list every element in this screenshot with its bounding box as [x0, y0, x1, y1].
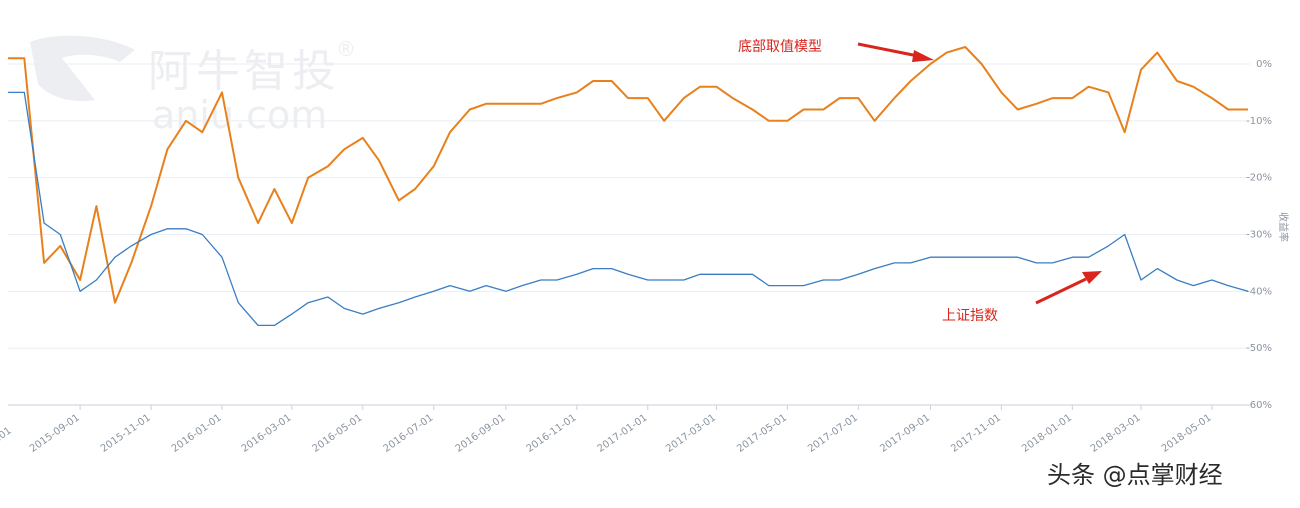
- x-tick-label: 2018-01-01: [1020, 412, 1074, 454]
- y-tick-label: -40%: [1246, 286, 1272, 297]
- y-tick-label: -10%: [1246, 116, 1272, 127]
- y-tick-label: -50%: [1246, 343, 1272, 354]
- series-line-index: [8, 91, 1249, 327]
- arrow-to-model: [857, 42, 919, 58]
- series-lines: [8, 46, 1249, 327]
- annotation-model: 底部取值模型: [738, 39, 822, 55]
- watermark-brand: 阿牛智投: [148, 46, 340, 97]
- annotations: 底部取值模型 上证指数: [738, 39, 1102, 324]
- watermark-site: aniu.com: [152, 93, 327, 137]
- x-tick-label: 2017-07-01: [806, 412, 860, 454]
- x-tick-label: 201: [0, 425, 14, 445]
- series-line-model: [8, 46, 1248, 304]
- arrow-to-index: [1035, 277, 1087, 305]
- x-axis: 201 2015-09-01 2015-11-01 2016-01-01 2016-03…: [0, 404, 1250, 455]
- x-tick-label: 2017-09-01: [878, 412, 932, 454]
- x-tick-label: 2018-03-01: [1089, 412, 1143, 454]
- x-tick-label: 2015-09-01: [28, 412, 82, 454]
- annotation-index: 上证指数: [942, 308, 998, 324]
- x-tick-label: 2017-11-01: [949, 412, 1003, 454]
- x-tick-label: 2016-07-01: [382, 412, 436, 454]
- x-tick-label: 2017-05-01: [735, 412, 789, 454]
- y-axis: 0% -10% -20% -30% -40% -50% -60%: [1246, 59, 1272, 411]
- x-tick-label: 2017-01-01: [596, 412, 650, 454]
- x-tick-label: 2016-11-01: [525, 412, 579, 454]
- y-tick-label: -20%: [1246, 173, 1272, 184]
- arrowhead-index: [1082, 271, 1102, 284]
- x-tick-label: 2016-01-01: [170, 412, 224, 454]
- y-tick-label: -60%: [1246, 400, 1272, 411]
- x-tick-label: 2016-09-01: [454, 412, 508, 454]
- x-tick-label: 2018-05-01: [1160, 412, 1214, 454]
- y-tick-label: -30%: [1246, 230, 1272, 241]
- aniu-logo-icon: [30, 35, 135, 102]
- footer-credit: 头条 @点掌财经: [1047, 461, 1223, 489]
- x-tick-label: 2016-03-01: [240, 412, 294, 454]
- x-tick-label: 2016-05-01: [311, 412, 365, 454]
- watermark: 阿牛智投 ® aniu.com: [30, 35, 356, 137]
- y-axis-label: 收益率: [1277, 212, 1290, 242]
- arrowhead-model: [912, 50, 934, 62]
- watermark-registered: ®: [336, 37, 356, 61]
- x-tick-label: 2015-11-01: [99, 412, 153, 454]
- y-tick-label: 0%: [1256, 59, 1272, 70]
- x-tick-label: 2017-03-01: [664, 412, 718, 454]
